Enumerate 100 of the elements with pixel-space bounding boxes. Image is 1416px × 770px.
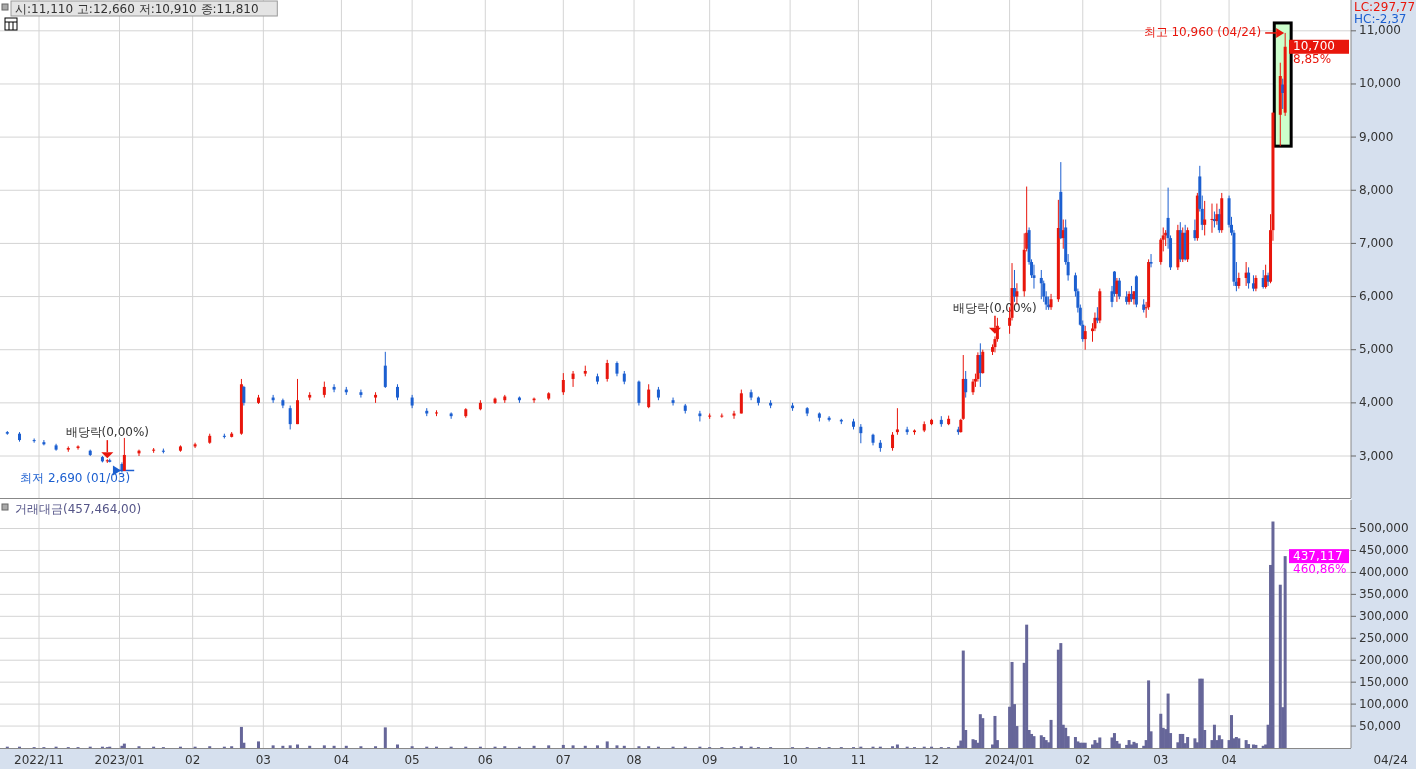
bar: [571, 745, 575, 748]
candlestick: [449, 411, 453, 420]
y-tick-label: 350,000: [1359, 586, 1409, 601]
bar: [1271, 521, 1275, 748]
x-tick-label: 02: [1075, 752, 1091, 767]
candlestick: [42, 439, 46, 446]
candlestick: [288, 405, 292, 430]
x-tick-label: 06: [477, 752, 493, 767]
text: HC:-2,37: [1354, 11, 1407, 26]
x-tick-label: 2024/01: [984, 752, 1035, 767]
candlestick: [637, 380, 641, 407]
y-tick-label: 100,000: [1359, 696, 1409, 711]
candlestick: [1247, 266, 1251, 290]
x-tick-label: 12: [923, 752, 940, 767]
bar: [396, 744, 399, 748]
bar: [1025, 624, 1029, 748]
candlestick: [571, 370, 575, 388]
y-tick-label: 5,000: [1359, 342, 1394, 357]
candlestick: [193, 442, 197, 449]
candlestick: [698, 410, 702, 422]
y-tick-label: 8,000: [1359, 182, 1394, 197]
bar: [288, 745, 292, 748]
candlestick: [708, 412, 712, 420]
y-tick-label: 7,000: [1359, 235, 1394, 250]
bar: [547, 745, 551, 748]
y-tick-label: 300,000: [1359, 608, 1409, 623]
text: 04/24: [1373, 752, 1408, 767]
y-tick-label: 3,000: [1359, 448, 1394, 463]
annotation: 최고 10,960 (04/24): [1143, 25, 1262, 40]
candlestick: [964, 370, 968, 399]
bar: [1059, 643, 1063, 748]
bar: [1147, 680, 1151, 748]
candlestick: [647, 383, 651, 409]
y-tick-label: 10,000: [1359, 76, 1401, 91]
x-tick-label: 07: [555, 752, 571, 767]
candlestick: [359, 389, 363, 399]
annotation: 배당락(0,00%): [65, 425, 150, 440]
bar: [595, 745, 599, 748]
bar: [615, 745, 619, 748]
x-tick-label: 11: [850, 752, 867, 767]
candlestick: [1193, 219, 1197, 242]
candlestick: [332, 383, 336, 393]
bar: [1117, 743, 1121, 748]
bar: [383, 727, 387, 748]
y-tick-label: 11,000: [1359, 23, 1401, 38]
bar: [1278, 584, 1282, 748]
y-tick-label: 9,000: [1359, 129, 1394, 144]
candlestick: [1203, 200, 1207, 236]
candlestick: [827, 415, 831, 422]
candlestick: [720, 412, 724, 419]
candlestick: [383, 351, 387, 389]
y-tick-label: 200,000: [1359, 652, 1409, 667]
x-tick-label: 08: [626, 752, 642, 767]
chart-title: 거래대금(457,464,00): [15, 501, 142, 516]
candlestick: [671, 397, 675, 407]
y-tick-label: 50,000: [1359, 718, 1401, 733]
bar: [322, 745, 326, 748]
chart-title: 시:11,110 고:12,660 저:10,910 종:11,810: [15, 1, 259, 16]
bar: [1283, 556, 1287, 748]
candlestick: [605, 359, 609, 383]
x-tick-label: 03: [1153, 752, 1169, 767]
annotation: 460,86%: [1293, 561, 1347, 576]
y-tick-label: 500,000: [1359, 521, 1409, 536]
bar: [239, 726, 243, 748]
candlestick: [561, 372, 565, 396]
y-tick-label: 6,000: [1359, 289, 1394, 304]
bar: [981, 718, 985, 748]
candlestick: [1281, 78, 1285, 110]
y-tick-label: 400,000: [1359, 564, 1409, 579]
bar: [1193, 738, 1197, 748]
y-tick-label: 4,000: [1359, 395, 1394, 410]
bar: [561, 744, 565, 748]
annotation: 437,117: [1293, 548, 1343, 563]
annotation: 8,85%: [1293, 52, 1332, 67]
candlestick: [981, 349, 985, 375]
x-tick-label: 2022/11: [14, 752, 64, 767]
bar: [1049, 719, 1053, 748]
y-tick-label: 250,000: [1359, 630, 1409, 645]
bar: [1230, 715, 1234, 748]
x-tick-label: 09: [702, 752, 718, 767]
candlestick: [732, 410, 736, 420]
x-tick-label: 10: [782, 752, 798, 767]
candlestick: [1149, 253, 1153, 268]
candlestick: [859, 423, 863, 444]
candlestick: [32, 437, 36, 444]
bar: [257, 741, 260, 748]
bar: [296, 744, 300, 748]
x-tick-label: 02: [185, 752, 201, 767]
candlestick: [296, 378, 300, 425]
bar: [1247, 744, 1251, 748]
text: LC:297,77: [1354, 0, 1416, 14]
x-tick-label: 04: [333, 752, 350, 767]
bar: [961, 650, 965, 748]
annotation: 최저 2,690 (01/03): [20, 470, 131, 485]
x-tick-label: 2023/01: [94, 752, 145, 767]
candlestick: [242, 385, 246, 407]
x-tick-label: 03: [255, 752, 272, 767]
candlestick: [891, 431, 895, 452]
bar: [1125, 744, 1129, 748]
bar: [1166, 693, 1170, 748]
